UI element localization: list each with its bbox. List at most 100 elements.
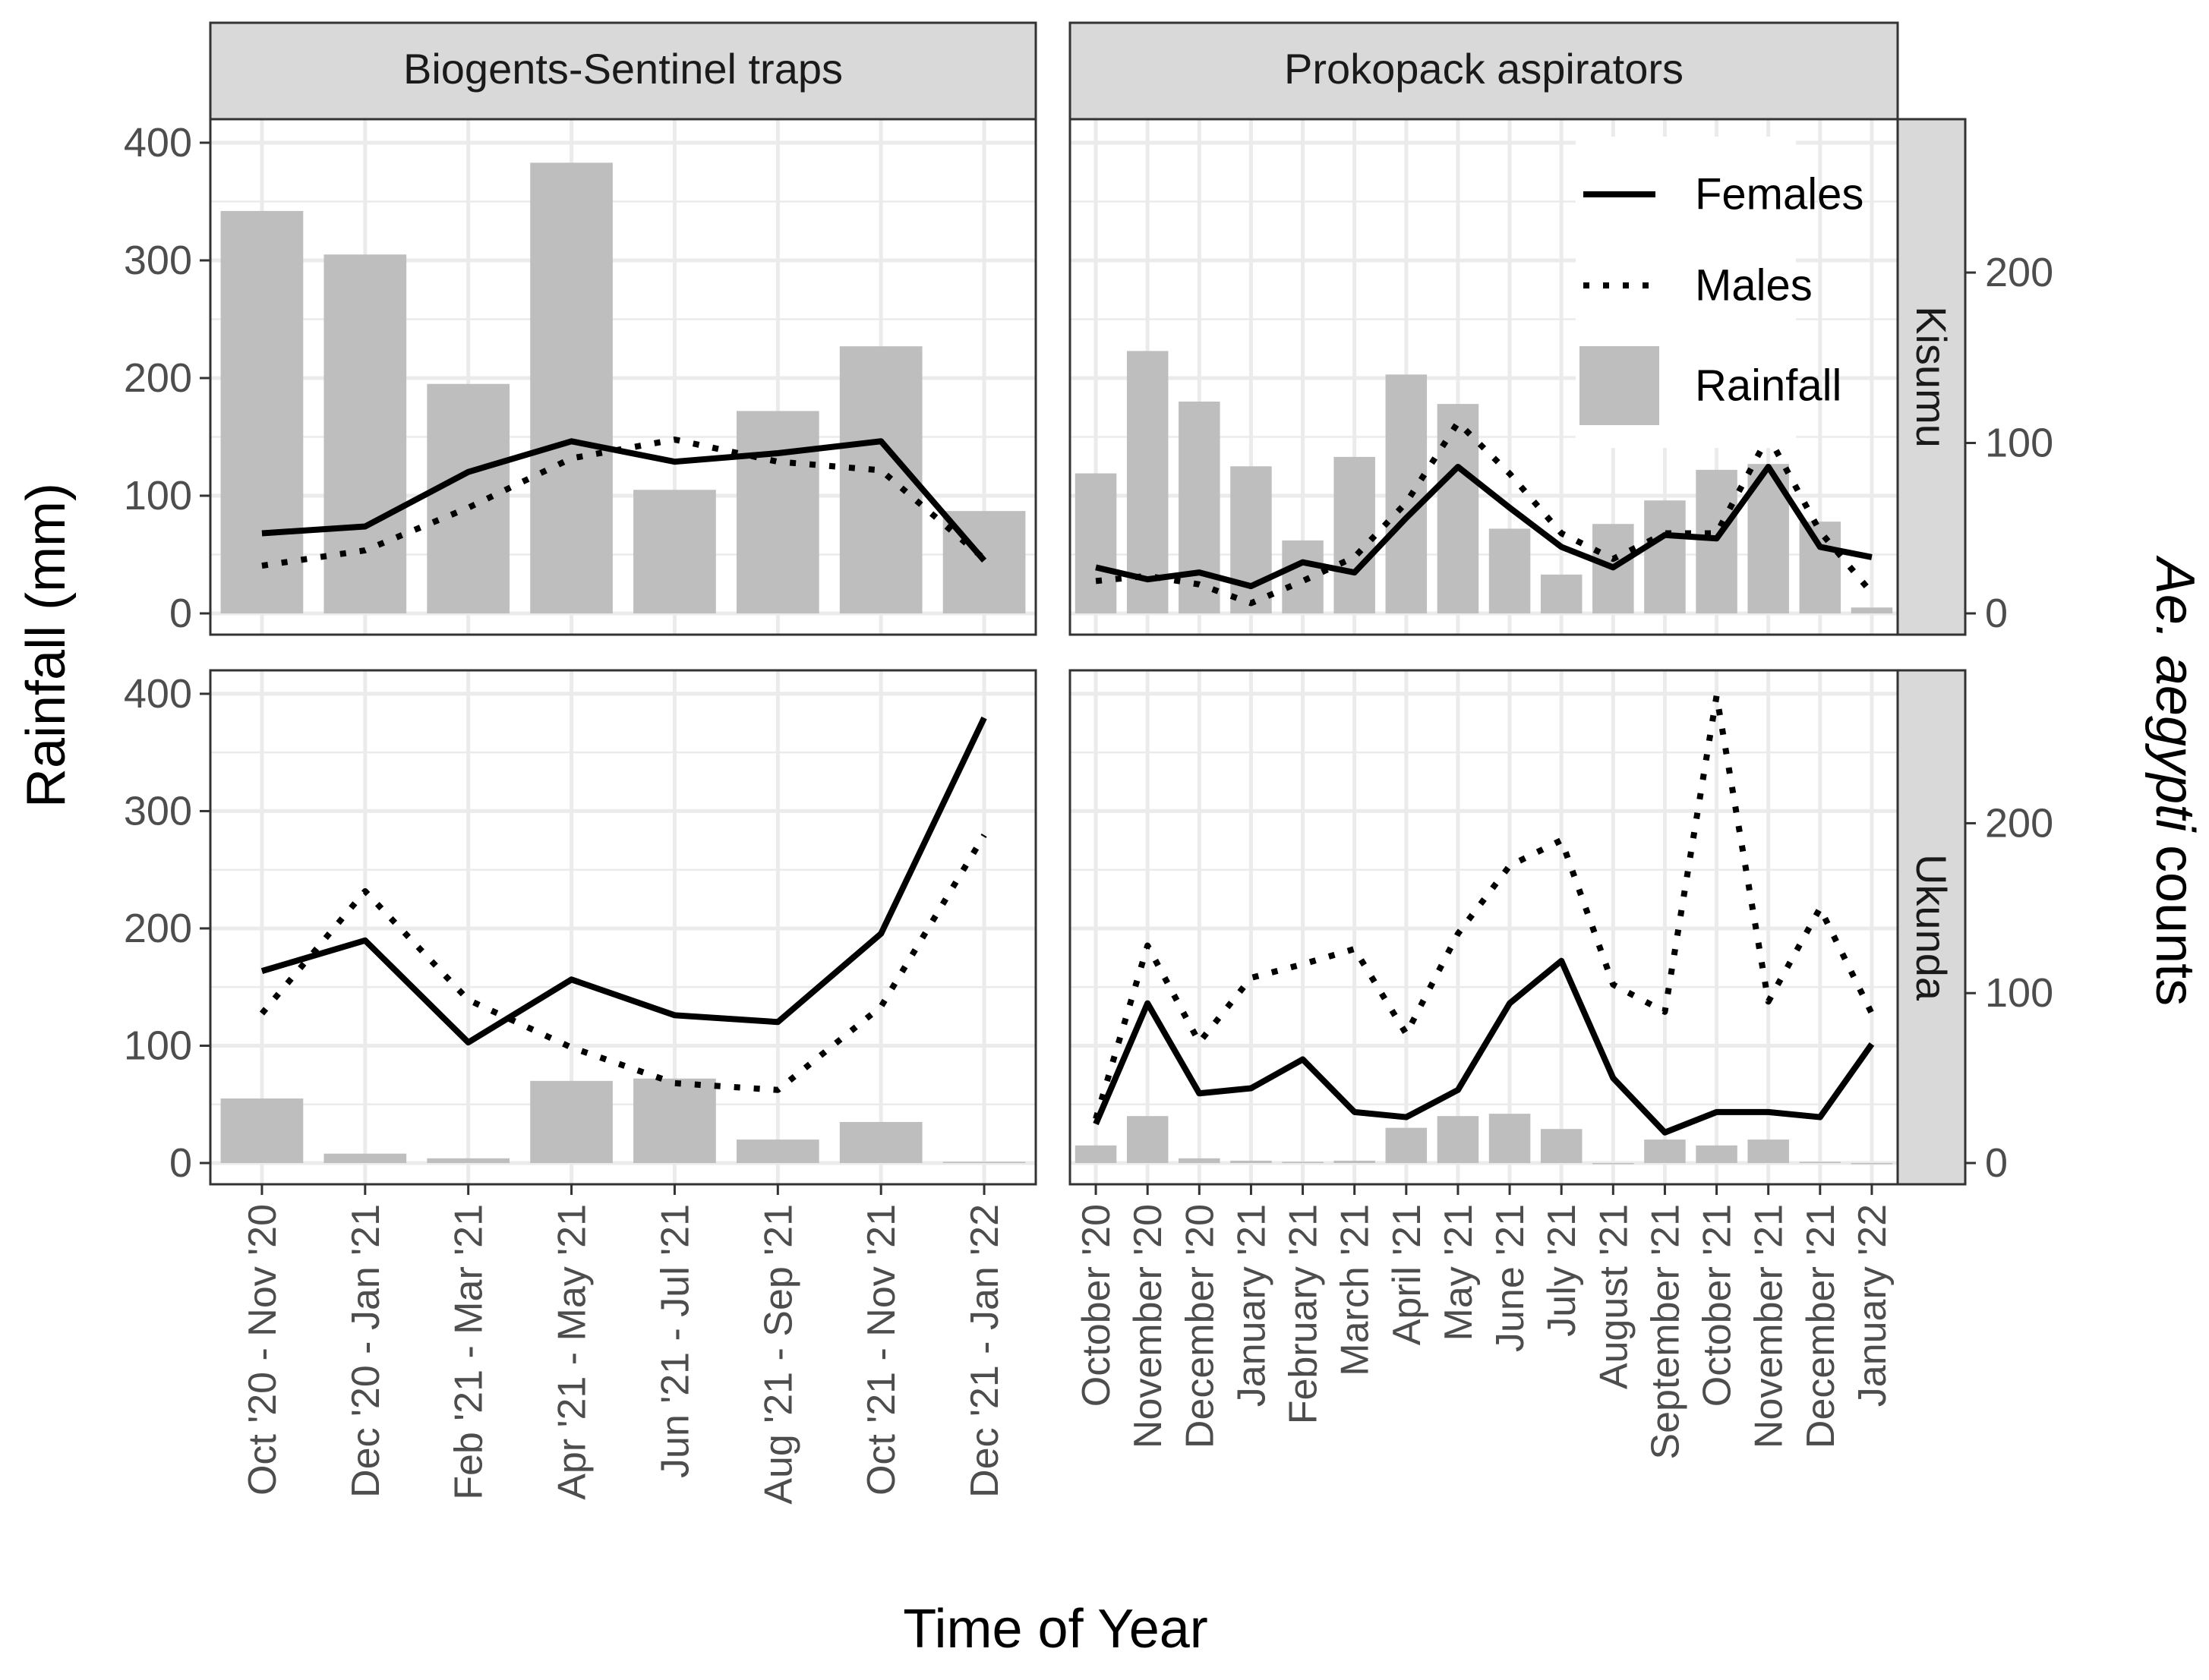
column-strip-label-1: Prokopack aspirators — [1284, 45, 1684, 93]
rainfall-bar — [1230, 1160, 1272, 1163]
rainfall-bar — [1799, 522, 1841, 613]
y-tick-label-left: 200 — [124, 906, 192, 951]
panel-border-0-1 — [1068, 118, 1899, 636]
rainfall-bar — [220, 1098, 304, 1163]
rainfall-bar — [1644, 1139, 1686, 1163]
y-tick-label-left: 400 — [124, 120, 192, 165]
y-tick-label-left: 100 — [124, 473, 192, 518]
rainfall-bar — [1488, 528, 1531, 613]
x-tick-label: May '21 — [1437, 1204, 1481, 1341]
rainfall-bar — [220, 210, 304, 613]
rainfall-bar — [1851, 607, 1893, 613]
males-series-line — [259, 834, 987, 1093]
y-tick-label-right: 200 — [1985, 800, 2053, 846]
x-tick-label: April '21 — [1385, 1204, 1429, 1345]
females-series-line — [1093, 957, 1875, 1136]
y-tick-label-left: 400 — [124, 671, 192, 717]
x-tick-label: September '21 — [1643, 1204, 1687, 1460]
rainfall-bar — [1437, 404, 1479, 613]
rainfall-bar — [1282, 1162, 1324, 1163]
column-strip-1 — [1068, 21, 1899, 121]
rainfall-bar — [1747, 1139, 1789, 1163]
y-tick-label-right: 100 — [1985, 970, 2053, 1016]
rainfall-bar — [1385, 374, 1428, 613]
rainfall-bar — [427, 383, 510, 613]
males-series-line — [1095, 419, 1874, 607]
rainfall-bar — [633, 490, 716, 613]
y-tick-label-left: 300 — [124, 238, 192, 283]
x-tick-label: Apr '21 - May '21 — [551, 1204, 595, 1500]
rainfall-bar — [323, 254, 407, 613]
x-tick-label: November '20 — [1126, 1204, 1170, 1448]
x-tick-label: Feb '21 - Mar '21 — [447, 1204, 491, 1500]
rainfall-bar — [530, 1080, 613, 1163]
panel-border-1-1 — [1068, 669, 1899, 1186]
x-tick-label: Oct '21 - Nov '21 — [860, 1204, 904, 1496]
rainfall-bar — [1230, 466, 1272, 613]
rainfall-bar — [1385, 1127, 1428, 1163]
x-tick-label: Dec '21 - Jan '22 — [963, 1204, 1007, 1498]
x-tick-label: October '20 — [1075, 1204, 1119, 1407]
x-tick-label: October '21 — [1696, 1204, 1740, 1407]
x-tick-label: June '21 — [1488, 1204, 1532, 1352]
x-tick-label: November '21 — [1747, 1204, 1791, 1448]
x-tick-label: July '21 — [1540, 1204, 1584, 1337]
rainfall-bar — [839, 1121, 923, 1163]
rainfall-bar — [1696, 1145, 1737, 1163]
legend-label-females: Females — [1695, 170, 1863, 219]
legend-label-rainfall: Rainfall — [1695, 361, 1841, 411]
y-axis-title-right-rest: counts — [2144, 845, 2205, 1006]
y-tick-label-right: 0 — [1985, 591, 2008, 636]
x-tick-label: Aug '21 - Sep '21 — [756, 1204, 800, 1505]
rainfall-bar — [1075, 1145, 1117, 1163]
rainfall-bar — [1540, 1129, 1583, 1163]
rainfall-bar — [1333, 456, 1375, 613]
legend: Females Males Rainfall — [1576, 137, 1863, 448]
rainfall-bar — [633, 1078, 716, 1163]
males-series-line — [1093, 692, 1875, 1120]
rainfall-bar — [323, 1153, 407, 1163]
rainfall-bar — [1075, 473, 1117, 613]
x-tick-label: Oct '20 - Nov '20 — [241, 1204, 285, 1496]
x-tick-label: Jun '21 - Jul '21 — [653, 1204, 697, 1478]
x-axis-title: Time of Year — [903, 1599, 1208, 1660]
rainfall-bar — [1126, 351, 1169, 613]
females-series-line — [260, 716, 987, 1046]
rainfall-bar — [1488, 1114, 1531, 1163]
rainfall-bar — [736, 411, 819, 613]
x-tick-label: December '20 — [1178, 1204, 1222, 1448]
y-tick-label-left: 300 — [124, 788, 192, 834]
y-axis-title-right-species: Ae. aegypti — [2144, 555, 2205, 833]
rainfall-bar — [1126, 1116, 1169, 1163]
rainfall-bar — [942, 1162, 1026, 1163]
x-tick-label: February '21 — [1282, 1204, 1326, 1424]
rainfall-bar — [1179, 1158, 1220, 1163]
y-tick-label-left: 100 — [124, 1023, 192, 1068]
row-strip-1 — [1896, 669, 1967, 1186]
rainfall-bar — [530, 162, 613, 614]
y-tick-label-left: 200 — [124, 355, 192, 401]
x-tick-label: March '21 — [1333, 1204, 1377, 1376]
y-tick-label-right: 0 — [1985, 1140, 2008, 1186]
rainfall-bar — [736, 1139, 819, 1163]
row-strip-0 — [1896, 118, 1967, 636]
rainfall-bar — [839, 346, 923, 613]
column-strip-0 — [209, 21, 1037, 121]
rainfall-bar — [1696, 469, 1737, 613]
x-tick-label: December '21 — [1799, 1204, 1843, 1448]
y-axis-title-right: Ae. aegypti counts — [2144, 555, 2205, 1006]
row-strip-label-0: Kisumu — [1908, 306, 1955, 448]
legend-label-males: Males — [1695, 261, 1813, 310]
y-tick-label-left: 0 — [169, 591, 192, 636]
rainfall-bar — [1592, 1163, 1634, 1165]
x-tick-label: August '21 — [1592, 1204, 1636, 1389]
column-strip-label-0: Biogents-Sentinel traps — [403, 45, 843, 93]
females-series-line — [261, 438, 987, 563]
rainfall-bar — [1851, 1163, 1893, 1165]
rainfall-bar — [1333, 1160, 1375, 1163]
rainfall-bar — [1799, 1162, 1841, 1163]
y-tick-label-right: 200 — [1985, 250, 2053, 295]
y-tick-label-right: 100 — [1985, 421, 2053, 466]
